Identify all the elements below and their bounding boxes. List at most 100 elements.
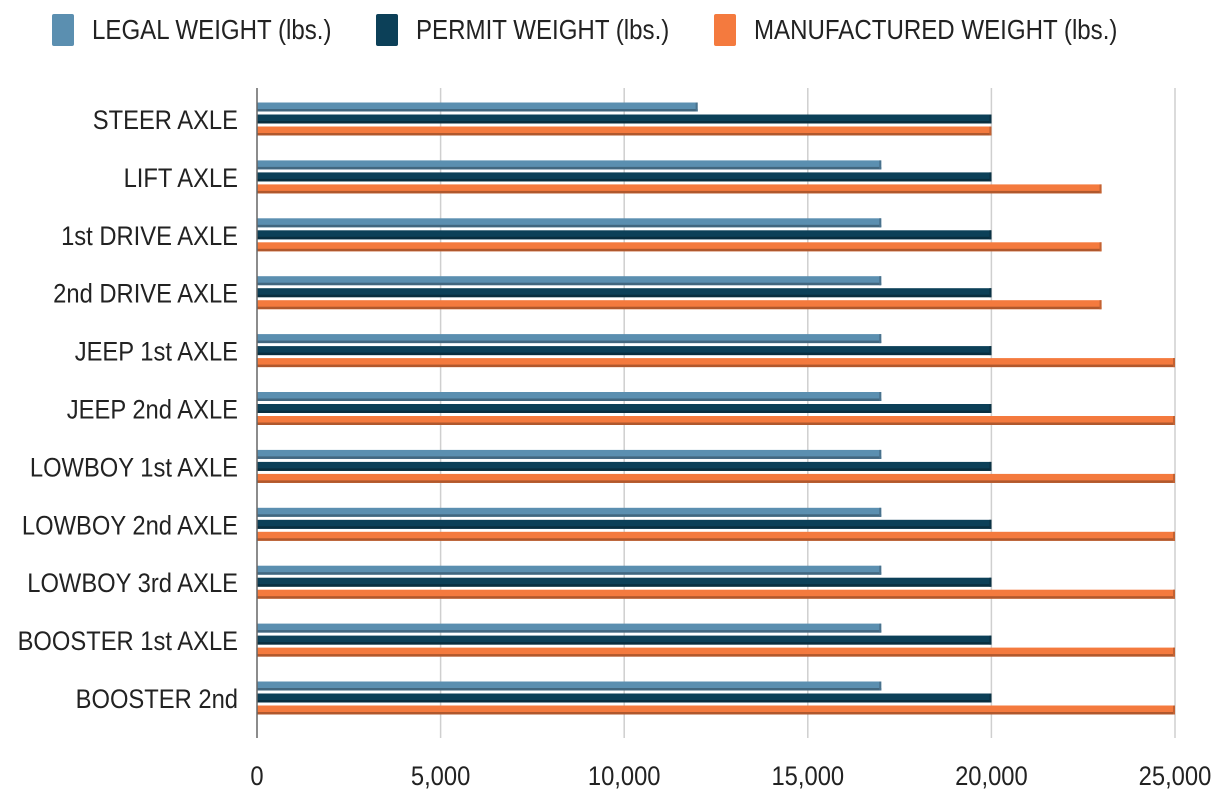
bar-shadow-3-2 <box>257 306 1102 310</box>
bar-end-8-0 <box>879 565 882 575</box>
bar-shadow-9-1 <box>257 642 992 645</box>
bar-end-9-1 <box>989 635 992 645</box>
bar-end-1-2 <box>1099 184 1102 194</box>
bar-4-1 <box>257 346 992 356</box>
bar-10-1 <box>257 693 992 703</box>
bar-8-2 <box>257 589 1175 599</box>
bar-end-0-0 <box>695 102 698 112</box>
bar-0-1 <box>257 114 992 124</box>
bar-shadow-8-1 <box>257 584 992 587</box>
bar-3-2 <box>257 300 1102 310</box>
bar-shadow-9-2 <box>257 654 1175 657</box>
bar-shadow-5-2 <box>257 422 1175 425</box>
bar-shadow-3-1 <box>257 294 992 298</box>
x-tick-label: 15,000 <box>771 762 844 792</box>
category-label: JEEP 2nd AXLE <box>67 395 238 425</box>
bar-2-0 <box>257 218 882 228</box>
bar-9-1 <box>257 635 992 645</box>
bar-end-6-0 <box>879 449 882 459</box>
bar-shadow-5-1 <box>257 410 992 413</box>
bar-shadow-1-2 <box>257 190 1102 194</box>
bar-6-1 <box>257 461 992 471</box>
bar-shadow-0-2 <box>257 133 992 136</box>
bar-end-10-1 <box>989 693 992 703</box>
bar-end-8-2 <box>1173 589 1175 599</box>
bar-7-0 <box>257 507 882 517</box>
bar-1-0 <box>257 160 882 170</box>
bar-shadow-7-0 <box>257 514 882 517</box>
bar-4-0 <box>257 334 882 344</box>
bar-shadow-8-2 <box>257 596 1175 599</box>
bar-end-5-1 <box>989 404 992 413</box>
bar-shadow-4-0 <box>257 340 882 344</box>
bar-8-0 <box>257 565 882 575</box>
bar-end-6-2 <box>1173 473 1175 483</box>
legend-label-manufactured-weight: MANUFACTURED WEIGHT (lbs.) <box>754 14 1118 45</box>
bar-8-1 <box>257 577 992 587</box>
bar-end-8-1 <box>989 577 992 587</box>
legend-item-legal-weight: LEGAL WEIGHT (lbs.) <box>52 10 371 50</box>
bar-7-1 <box>257 519 992 529</box>
bar-shadow-0-0 <box>257 109 698 112</box>
bar-end-4-2 <box>1173 358 1175 368</box>
bar-shadow-10-1 <box>257 700 992 703</box>
bar-shadow-2-1 <box>257 236 992 240</box>
bar-shadow-3-0 <box>257 282 882 286</box>
bar-end-1-0 <box>879 160 882 170</box>
bar-end-3-1 <box>989 288 992 298</box>
category-label: LOWBOY 1st AXLE <box>30 453 238 483</box>
bar-end-9-2 <box>1173 647 1175 657</box>
category-label: 2nd DRIVE AXLE <box>53 279 238 309</box>
x-tick-label: 0 <box>250 762 263 792</box>
bar-4-2 <box>257 358 1175 368</box>
bar-shadow-4-1 <box>257 352 992 356</box>
bar-10-2 <box>257 705 1175 715</box>
bar-0-0 <box>257 102 698 112</box>
legend-swatch-legal-weight <box>52 14 74 46</box>
bar-end-5-2 <box>1173 416 1175 425</box>
bar-shadow-2-2 <box>257 248 1102 252</box>
bar-end-10-0 <box>879 681 882 691</box>
legend-swatch-manufactured-weight <box>714 14 736 46</box>
legend-label-legal-weight: LEGAL WEIGHT (lbs.) <box>92 14 332 45</box>
bar-end-4-0 <box>879 334 882 344</box>
bar-3-1 <box>257 288 992 298</box>
bar-shadow-4-2 <box>257 364 1175 368</box>
bar-shadow-2-0 <box>257 224 882 228</box>
bar-6-2 <box>257 473 1175 483</box>
bar-0-2 <box>257 126 992 136</box>
bar-shadow-7-2 <box>257 538 1175 541</box>
bar-end-1-1 <box>989 172 992 182</box>
bar-shadow-9-0 <box>257 630 882 633</box>
bar-7-2 <box>257 531 1175 541</box>
bar-shadow-6-1 <box>257 468 992 471</box>
category-label: 1st DRIVE AXLE <box>61 221 238 251</box>
bar-end-7-2 <box>1173 531 1175 541</box>
bar-5-1 <box>257 404 992 413</box>
bar-end-3-0 <box>879 276 882 286</box>
category-label: LOWBOY 2nd AXLE <box>22 511 238 541</box>
bar-10-0 <box>257 681 882 691</box>
category-label: STEER AXLE <box>93 106 238 136</box>
bar-end-6-1 <box>989 461 992 471</box>
bar-2-2 <box>257 242 1102 252</box>
x-tick-label: 20,000 <box>955 762 1028 792</box>
bar-end-7-1 <box>989 519 992 529</box>
bar-end-5-0 <box>879 392 882 401</box>
bar-9-2 <box>257 647 1175 657</box>
bar-shadow-5-0 <box>257 398 882 401</box>
legend-swatch-permit-weight <box>376 14 398 46</box>
bar-5-0 <box>257 392 882 401</box>
category-label: JEEP 1st AXLE <box>75 337 238 367</box>
bar-shadow-1-0 <box>257 166 882 170</box>
legend-item-manufactured-weight: MANUFACTURED WEIGHT (lbs.) <box>714 10 1177 50</box>
bar-end-2-2 <box>1099 242 1102 252</box>
bar-end-4-1 <box>989 346 992 356</box>
bar-end-10-2 <box>1173 705 1175 715</box>
legend-label-permit-weight: PERMIT WEIGHT (lbs.) <box>416 14 670 45</box>
x-tick-label: 5,000 <box>411 762 470 792</box>
bar-shadow-6-2 <box>257 480 1175 483</box>
bar-end-3-2 <box>1099 300 1102 310</box>
bar-1-1 <box>257 172 992 182</box>
